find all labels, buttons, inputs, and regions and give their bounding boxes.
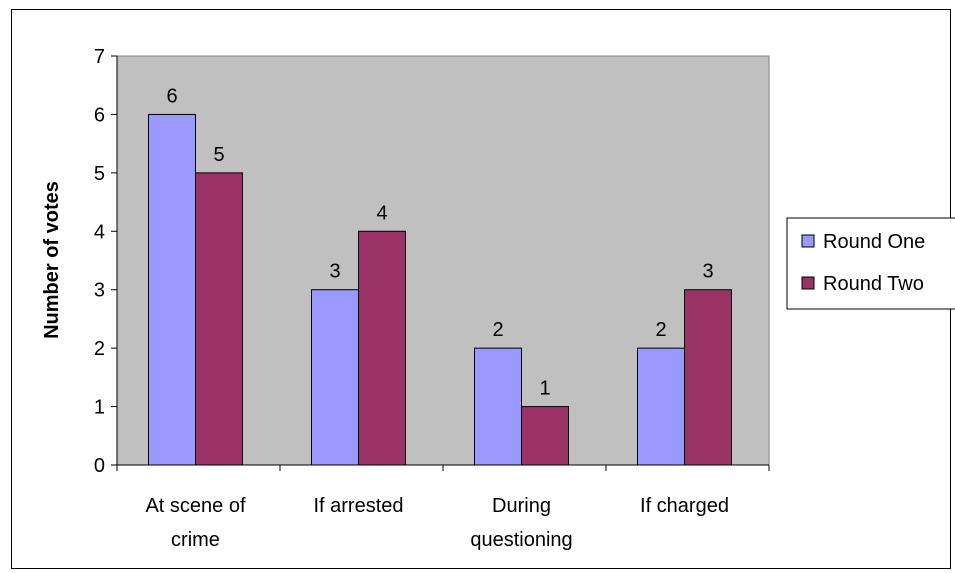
y-axis-label: Number of votes [41,181,63,339]
x-tick-label: During [492,495,551,517]
bar-2-2 [358,230,406,466]
legend-label: Round One [823,231,925,253]
data-label: 1 [539,378,550,400]
bar-2-1 [195,172,243,466]
y-tick-label: 0 [94,455,105,477]
legend: Round One Round Two [786,217,955,310]
data-label: 2 [492,319,503,341]
data-label: 6 [166,85,177,107]
bars-layer: 6 5 3 4 2 1 2 3 [148,85,732,466]
legend-swatch [801,234,815,248]
x-tick-label: crime [171,529,220,551]
y-tick-label: 5 [94,163,105,185]
bar-1-4 [637,347,685,466]
x-tick-label: If arrested [313,495,403,517]
bar-1-1 [148,113,196,466]
bar-2-3 [521,406,569,466]
data-label: 3 [702,261,713,283]
x-tick-label: If charged [640,495,729,517]
data-label: 5 [213,144,224,166]
x-tick-label: questioning [470,529,572,551]
y-tick-label: 7 [94,46,105,68]
data-label: 2 [655,319,666,341]
bar-1-3 [474,347,522,466]
y-tick-label: 6 [94,104,105,126]
legend-swatch [801,276,815,290]
x-tick-label: At scene of [145,495,246,517]
legend-box [786,217,955,310]
bar-2-4 [684,289,732,466]
y-tick-label: 2 [94,338,105,360]
data-label: 3 [329,261,340,283]
data-label: 4 [376,202,387,224]
legend-label: Round Two [823,273,924,295]
y-tick-label: 3 [94,280,105,302]
axes-layer: 0 1 2 3 4 5 6 7 At scene of crime If arrested Durin… [94,46,770,551]
y-tick-label: 1 [94,397,105,419]
y-tick-label: 4 [94,221,105,243]
bar-1-2 [311,289,359,466]
